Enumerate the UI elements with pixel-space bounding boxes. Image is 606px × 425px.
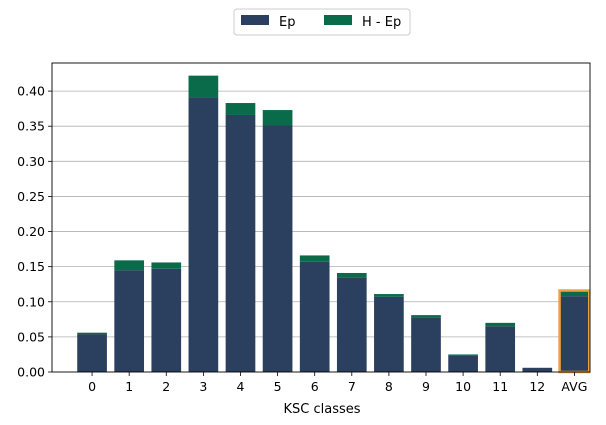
x-tick-label: 9 [422, 379, 430, 394]
legend-swatch-h-minus-ep [324, 15, 352, 25]
legend-label-ep: Ep [279, 15, 295, 30]
bar-segment-ep [559, 296, 590, 372]
bar-segment-ep [485, 326, 516, 372]
plot-frame [51, 62, 591, 373]
bar-segment-h-minus-ep [262, 110, 293, 126]
bar-segment-h-minus-ep [448, 354, 478, 356]
bar-segment-ep [448, 355, 478, 372]
bar-segment-h-minus-ep [336, 272, 367, 278]
x-tick-label: 7 [348, 379, 356, 394]
bar-segment-ep [299, 261, 330, 372]
y-tick-label: 0.00 [17, 365, 45, 380]
x-tick-label: 5 [274, 379, 282, 394]
legend: Ep H - Ep [233, 8, 411, 36]
y-tick-label: 0.05 [17, 329, 45, 344]
y-tick-label: 0.30 [17, 154, 45, 169]
bar-segment-h-minus-ep [299, 255, 330, 262]
legend-swatch-ep [241, 15, 269, 25]
x-tick-label: 11 [492, 379, 508, 394]
x-axis-title: KSC classes [283, 402, 360, 417]
bars [77, 75, 591, 374]
bar-segment-ep [225, 114, 256, 372]
bar-segment-ep [336, 277, 367, 372]
x-tick-label: 4 [237, 379, 245, 394]
bar-segment-h-minus-ep [114, 260, 145, 271]
bar-segment-h-minus-ep [559, 290, 590, 297]
y-tick-label: 0.35 [17, 119, 45, 134]
bar-segment-ep [411, 317, 441, 372]
bar-segment-h-minus-ep [485, 322, 516, 327]
bar-segment-h-minus-ep [225, 103, 256, 115]
bar-segment-ep [522, 367, 553, 372]
x-tick-label: AVG [561, 379, 587, 394]
y-tick-label: 0.15 [17, 259, 45, 274]
bar-segment-h-minus-ep [151, 262, 182, 269]
bar-segment-h-minus-ep [77, 332, 107, 335]
y-tick-label: 0.40 [17, 84, 45, 99]
legend-frame [233, 8, 411, 36]
bar-segment-ep [188, 97, 219, 372]
tick-labels: 0.000.050.100.150.200.250.300.350.400 1 2 3… [17, 84, 587, 394]
y-tick-label: 0.25 [17, 189, 45, 204]
bar-segment-ep [374, 296, 404, 372]
x-tick-label: 6 [311, 379, 319, 394]
x-tick-label: 1 [125, 379, 133, 394]
legend-label-h-minus-ep: H - Ep [362, 15, 401, 30]
bar-segment-h-minus-ep [374, 294, 404, 297]
x-tick-label: 8 [385, 379, 393, 394]
x-tick-label: 2 [162, 379, 170, 394]
bar-segment-ep [114, 270, 145, 372]
x-tick-label: 0 [88, 379, 96, 394]
bar-segment-h-minus-ep [411, 315, 441, 318]
y-tick-label: 0.10 [17, 294, 45, 309]
x-tick-label: 3 [199, 379, 207, 394]
y-tick-label: 0.20 [17, 224, 45, 239]
x-tick-label: 10 [455, 379, 471, 394]
axes [48, 62, 591, 376]
bar-segment-ep [151, 268, 182, 372]
bar-segment-h-minus-ep [188, 75, 219, 98]
x-tick-label: 12 [529, 379, 545, 394]
bar-segment-ep [262, 125, 293, 372]
bar-segment-ep [77, 334, 107, 372]
